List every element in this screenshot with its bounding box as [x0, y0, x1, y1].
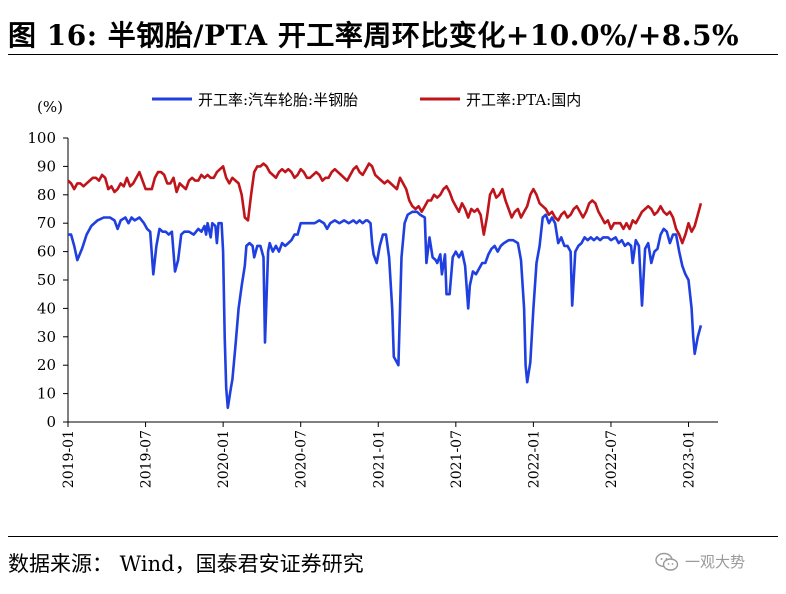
y-tick-label: 20 — [37, 356, 56, 374]
y-tick-label: 60 — [37, 243, 56, 261]
source-note: 数据来源： Wind，国泰君安证券研究 — [8, 552, 364, 576]
y-tick-label: 70 — [37, 214, 56, 232]
x-tick-label: 2020-01 — [216, 430, 232, 488]
x-tick-label: 2021-07 — [449, 430, 465, 488]
brand-watermark: 一观大势 — [655, 551, 745, 572]
y-tick-label: 40 — [37, 299, 56, 317]
y-tick-label: 30 — [37, 328, 56, 346]
series-line-tire — [68, 210, 703, 410]
y-tick-label: 90 — [37, 157, 56, 175]
chart-legend: 开工率:汽车轮胎:半钢胎 开工率:PTA:国内 — [152, 91, 581, 109]
source-rule — [8, 536, 778, 537]
y-tick-label: 0 — [46, 413, 56, 431]
line-chart: 0 10 20 30 40 50 60 70 80 90 100 (%) 2019-01 2019-07 2… — [27, 91, 718, 488]
x-tick-label: 2023-01 — [682, 430, 698, 488]
title-rule — [8, 54, 778, 55]
x-tick-label: 2021-01 — [371, 430, 387, 488]
x-tick-label: 2019-01 — [61, 430, 77, 488]
wechat-icon — [655, 552, 679, 572]
x-tick-label: 2020-07 — [294, 430, 310, 488]
y-tick-label: 50 — [37, 271, 56, 289]
brand-name: 一观大势 — [685, 553, 746, 571]
chart-title: 图 16: 半钢胎/PTA 开工率周环比变化+10.0%/+8.5% — [8, 19, 740, 52]
series-line-pta — [67, 162, 703, 245]
chart-series — [67, 162, 703, 410]
y-tick-label: 100 — [27, 129, 56, 147]
y-tick-label: 80 — [37, 186, 56, 204]
x-tick-label: 2019-07 — [139, 430, 155, 488]
x-tick-label: 2022-01 — [526, 430, 542, 488]
legend-pta-label: 开工率:PTA:国内 — [466, 91, 581, 109]
x-tick-label: 2022-07 — [604, 430, 620, 488]
chart-axes: 0 10 20 30 40 50 60 70 80 90 100 (%) 2019-01 2019-07 2… — [27, 98, 718, 488]
legend-tire-label: 开工率:汽车轮胎:半钢胎 — [198, 91, 358, 109]
y-axis-label: (%) — [37, 98, 63, 116]
y-tick-label: 10 — [37, 385, 56, 403]
